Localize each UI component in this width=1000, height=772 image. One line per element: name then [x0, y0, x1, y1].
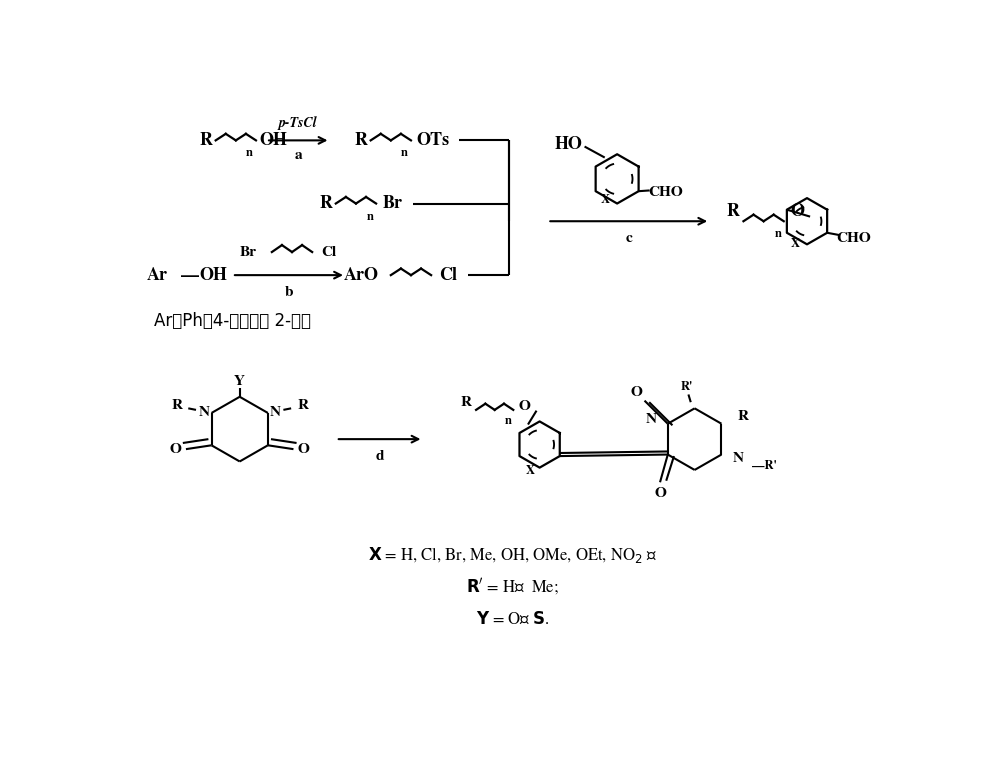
- Text: N: N: [270, 407, 281, 419]
- Text: O: O: [791, 204, 805, 221]
- Text: Br: Br: [240, 245, 257, 259]
- Text: OTs: OTs: [416, 132, 449, 149]
- Text: R': R': [681, 381, 693, 393]
- Text: R: R: [297, 399, 308, 411]
- Text: n: n: [366, 211, 373, 222]
- Text: Ar: Ar: [147, 266, 168, 283]
- Text: O: O: [298, 442, 309, 455]
- Text: O: O: [170, 442, 182, 455]
- Text: R: R: [727, 204, 740, 221]
- Text: p-TsCl: p-TsCl: [279, 117, 318, 130]
- Text: R: R: [355, 132, 368, 149]
- Text: Y: Y: [234, 375, 245, 388]
- Text: $\mathbf{Y}$ = O或 $\mathbf{S}$.: $\mathbf{Y}$ = O或 $\mathbf{S}$.: [476, 611, 549, 628]
- Text: c: c: [625, 232, 632, 245]
- Text: b: b: [285, 286, 293, 299]
- Text: R: R: [320, 195, 333, 212]
- Text: N: N: [645, 413, 656, 426]
- Text: OH: OH: [199, 266, 227, 283]
- Text: R: R: [460, 396, 472, 408]
- Text: n: n: [505, 415, 512, 428]
- Text: ArO: ArO: [344, 266, 379, 283]
- Text: n: n: [401, 147, 408, 160]
- Text: OH: OH: [259, 132, 287, 149]
- Text: $\mathbf{X}$ = H, Cl, Br, Me, OH, OMe, OEt, NO$_2$ 等: $\mathbf{X}$ = H, Cl, Br, Me, OH, OMe, O…: [368, 544, 657, 564]
- Text: N: N: [198, 407, 209, 419]
- Text: R: R: [200, 132, 213, 149]
- Text: N: N: [733, 452, 744, 465]
- Text: R: R: [738, 409, 749, 422]
- Text: X: X: [791, 239, 800, 250]
- Text: Cl: Cl: [322, 245, 337, 259]
- Text: —: —: [181, 266, 199, 283]
- Text: —R': —R': [752, 460, 777, 472]
- Text: Br: Br: [383, 195, 403, 212]
- Text: n: n: [775, 229, 782, 240]
- Text: a: a: [294, 149, 302, 162]
- Text: R: R: [171, 399, 182, 411]
- Text: CHO: CHO: [648, 186, 683, 199]
- Text: n: n: [246, 147, 253, 160]
- Text: Ar＝Ph、4-联苯基或 2-萄基: Ar＝Ph、4-联苯基或 2-萄基: [154, 313, 311, 330]
- Text: X: X: [526, 466, 535, 477]
- Text: Cl: Cl: [439, 266, 457, 283]
- Text: HO: HO: [555, 136, 583, 153]
- Text: $\mathbf{R'}$ = H或  Me;: $\mathbf{R'}$ = H或 Me;: [466, 577, 559, 598]
- Text: X: X: [601, 195, 610, 206]
- Text: d: d: [375, 449, 384, 462]
- Text: CHO: CHO: [836, 232, 871, 245]
- Text: O: O: [519, 400, 531, 412]
- Text: O: O: [654, 486, 666, 499]
- Text: O: O: [631, 387, 643, 399]
